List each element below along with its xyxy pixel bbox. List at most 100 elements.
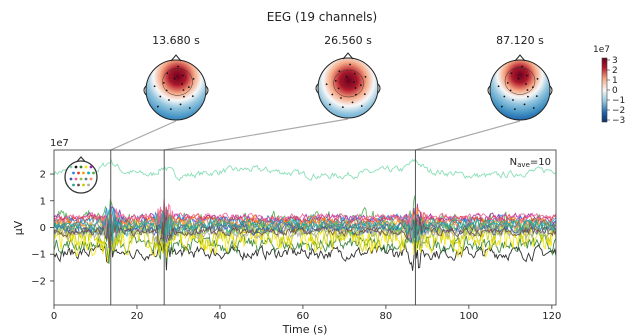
topomap-ear <box>487 85 491 96</box>
sensor-dot <box>328 103 331 106</box>
sensor-dot <box>354 87 357 89</box>
colorbar-tick-label: 0 <box>612 86 618 96</box>
topomap-time-label: 26.560 s <box>324 34 372 47</box>
sensor-dot <box>510 72 513 75</box>
sensor-dot <box>165 89 168 92</box>
sensor-dot <box>181 74 184 77</box>
x-tick-label: 60 <box>297 311 310 322</box>
sensor-dot <box>168 99 170 101</box>
sensor-dot <box>192 77 195 80</box>
nave-base: N <box>510 157 517 168</box>
channel-trace <box>54 229 556 264</box>
inset-sensor-dot <box>82 183 85 187</box>
x-tick-label: 20 <box>131 311 144 322</box>
topomap-nose <box>514 54 526 62</box>
sensor-dot <box>341 106 344 109</box>
x-tick-label: 80 <box>380 311 393 322</box>
sensor-dot <box>364 75 367 78</box>
sensor-dot <box>517 77 520 80</box>
topomap-nose <box>342 52 354 60</box>
sensor-dot <box>503 95 506 98</box>
sensor-dot <box>159 95 162 98</box>
inset-sensor-dot <box>87 183 90 187</box>
sensor-dot <box>525 74 528 77</box>
inset-sensor-dot <box>89 177 93 181</box>
sensor-dot <box>349 63 351 66</box>
colorbar-tick-label: −3 <box>612 116 625 126</box>
colorbar-tick-label: 1 <box>612 76 618 86</box>
sensor-dot <box>509 89 512 92</box>
nave-annotation: Nave=10 <box>510 157 551 169</box>
inset-sensor-dot <box>77 183 80 187</box>
sensor-dot <box>182 89 185 91</box>
x-tick-label: 120 <box>542 311 561 322</box>
topomap-contour <box>511 68 529 82</box>
x-axis-label: Time (s) <box>282 323 328 336</box>
topomap-ear <box>143 85 147 96</box>
topomap-ear <box>205 85 209 96</box>
sensor-dot <box>536 77 539 80</box>
sensor-dot <box>153 85 156 88</box>
head-nose <box>76 156 86 162</box>
x-tick-label: 100 <box>459 311 478 322</box>
sensor-dot <box>188 107 191 109</box>
sensor-dot <box>523 103 526 106</box>
inset-sensor-dot <box>72 171 75 175</box>
sensor-dot <box>355 93 357 96</box>
inset-sensor-dot <box>74 165 78 169</box>
sensor-dot <box>340 97 342 99</box>
sensor-dot <box>521 65 523 68</box>
inset-sensor-dot <box>72 183 75 187</box>
sensor-dot <box>535 95 538 98</box>
topomap: 26.560 s <box>315 34 381 119</box>
topomap: 13.680 s <box>143 34 209 121</box>
topomap-head-outline <box>317 57 379 119</box>
figure-title: EEG (19 channels) <box>267 10 377 24</box>
y-tick-label: −1 <box>31 250 46 261</box>
channel-trace <box>54 158 556 182</box>
connector-line <box>110 120 177 151</box>
colorbar-tick-label: −1 <box>612 96 625 106</box>
x-axis: 0 20 40 60 80 100 120 <box>51 305 561 322</box>
channel-trace <box>54 198 556 232</box>
y-axis: 2 1 0 −1 −2 <box>31 170 54 287</box>
connector-lines <box>110 118 521 151</box>
sensor-dot <box>532 107 535 109</box>
sensor-dot <box>166 72 169 75</box>
sensor-dot <box>345 75 348 78</box>
topomap-nose <box>170 54 182 62</box>
nave-sub: ave <box>517 161 530 169</box>
sensor-dot <box>191 95 194 98</box>
y-tick-label: 1 <box>40 196 46 207</box>
sensor-layout-inset <box>64 156 98 194</box>
topomap-time-label: 87.120 s <box>496 34 544 47</box>
sensor-dot <box>526 89 529 91</box>
sensor-dot <box>338 70 341 73</box>
butterfly-plot: 0 20 40 60 80 100 120 210−1−2 1e7 Time (s) µV … <box>12 138 561 336</box>
colorbar-tick-label: 3 <box>612 56 618 66</box>
time-markers <box>110 150 416 305</box>
inset-sensor-dot <box>77 171 80 175</box>
inset-sensor-dot <box>89 165 93 169</box>
topomap-field <box>146 60 206 120</box>
topomap-head-outline <box>489 59 551 121</box>
colorbar-scale <box>601 57 608 123</box>
sensor-dot <box>360 105 363 107</box>
topomap-ear <box>549 85 553 96</box>
sensor-dot <box>497 85 500 88</box>
connector-line <box>164 118 349 151</box>
sensor-dot <box>162 82 165 84</box>
x-tick-label: 0 <box>51 311 57 322</box>
sensor-dot <box>179 103 182 106</box>
inset-sensor-dot <box>74 177 78 181</box>
colorbar-tick-label: −2 <box>612 106 625 116</box>
y-tick-label: 0 <box>40 223 46 234</box>
inset-sensor-dot <box>84 177 88 181</box>
connector-line <box>415 120 521 151</box>
topomap-field <box>318 58 378 118</box>
sensor-dot <box>513 108 516 111</box>
topomap-field <box>490 60 550 120</box>
nave-value: =10 <box>530 157 551 168</box>
topomap-contour <box>339 73 358 88</box>
